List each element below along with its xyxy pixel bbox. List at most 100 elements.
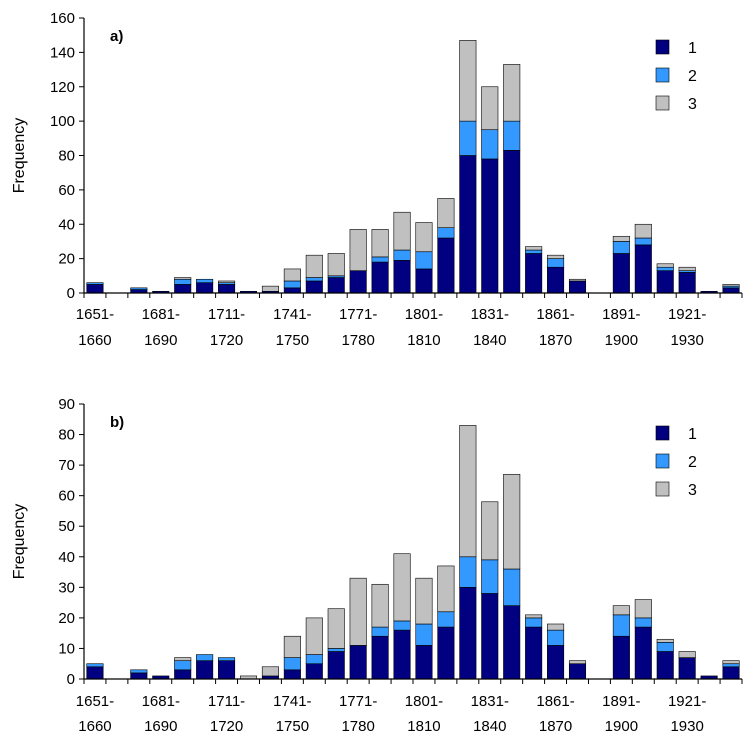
- y-tick-label: 70: [58, 457, 75, 474]
- x-tick-label-top: 1771-: [339, 306, 377, 323]
- bar-segment-series-1-1791-1800: [393, 260, 411, 294]
- bar-segment-series-1-1871-1880: [568, 663, 587, 680]
- bar-segment-series-3-1771-1780: [349, 229, 367, 271]
- bar-segment-series-1-1671-1680: [130, 672, 148, 680]
- bar-segment-series-1-1821-1830: [459, 155, 477, 294]
- legend-label-1: 1: [688, 426, 697, 443]
- bar-segment-series-2-1941-1950: [722, 663, 740, 668]
- x-tick-label-top: 1711-: [208, 306, 245, 323]
- y-tick-label: 90: [58, 396, 75, 413]
- bar-segment-series-2-1811-1820: [437, 227, 455, 239]
- bar-segment-series-1-1841-1850: [503, 150, 521, 294]
- legend-swatch-3: [655, 95, 670, 111]
- bar-segment-series-3-1921-1930: [678, 266, 696, 271]
- x-tick-label-bottom: 1720: [210, 718, 243, 735]
- bar-segment-series-1-1941-1950: [722, 666, 740, 680]
- x-tick-label-bottom: 1840: [473, 332, 506, 349]
- bar-segment-series-2-1831-1840: [481, 129, 499, 160]
- bar-segment-series-2-1831-1840: [481, 559, 499, 594]
- bar-segment-series-3-1821-1830: [459, 40, 477, 122]
- bar-segment-series-1-1911-1920: [656, 270, 674, 294]
- bar-segment-series-2-1901-1910: [634, 617, 652, 628]
- bar-segment-series-1-1871-1880: [568, 280, 587, 294]
- bar-segment-series-2-1711-1720: [218, 657, 236, 661]
- bar-segment-series-3-1871-1880: [568, 278, 587, 282]
- bar-segment-series-3-1781-1790: [371, 229, 389, 258]
- bar-segment-series-1-1691-1700: [174, 669, 192, 680]
- bar-segment-series-3-1841-1850: [503, 64, 521, 122]
- bar-segment-series-2-1701-1710: [196, 654, 214, 661]
- bar-segment-series-1-1901-1910: [634, 244, 652, 294]
- bar-segment-series-2-1851-1860: [525, 249, 543, 254]
- bar-segment-series-3-1811-1820: [437, 198, 455, 228]
- x-tick-label-top: 1861-: [536, 306, 574, 323]
- bar-segment-series-2-1741-1750: [283, 280, 301, 289]
- bar-segment-series-3-1821-1830: [459, 425, 477, 558]
- legend-label-3: 3: [688, 96, 697, 113]
- bar-segment-series-3-1741-1750: [283, 268, 301, 282]
- bar-segment-series-1-1701-1710: [196, 282, 214, 294]
- bar-segment-series-3-1841-1850: [503, 473, 521, 570]
- x-tick-label-bottom: 1930: [670, 718, 703, 735]
- bar-segment-series-3-1861-1870: [547, 623, 565, 631]
- bar-segment-series-1-1851-1860: [525, 253, 543, 294]
- bar-segment-series-3-1771-1780: [349, 577, 367, 646]
- bar-segment-series-1-1921-1930: [678, 272, 696, 294]
- y-tick-label: 10: [58, 640, 75, 657]
- bar-segment-series-2-1781-1790: [371, 626, 389, 637]
- bar-segment-series-3-1831-1840: [481, 501, 499, 561]
- legend-label-3: 3: [688, 482, 697, 499]
- bar-segment-series-1-1771-1780: [349, 270, 367, 294]
- bar-segment-series-3-1711-1720: [218, 280, 236, 283]
- bar-segment-series-1-1771-1780: [349, 645, 367, 680]
- x-tick-label-bottom: 1870: [539, 718, 572, 735]
- bar-segment-series-3-1761-1770: [327, 253, 345, 277]
- x-tick-label-top: 1681-: [142, 693, 180, 710]
- bar-segment-series-1-1711-1720: [218, 660, 236, 680]
- bar-segment-series-3-1731-1740: [261, 285, 279, 292]
- bar-segment-series-1-1651-1660: [86, 666, 104, 680]
- x-tick-label-top: 1741-: [273, 306, 311, 323]
- x-tick-label-top: 1861-: [536, 693, 574, 710]
- bar-segment-series-1-1751-1760: [305, 663, 323, 680]
- bar-segment-series-1-1761-1770: [327, 651, 345, 680]
- bar-segment-series-1-1891-1900: [612, 635, 630, 680]
- bar-segment-series-3-1901-1910: [634, 599, 652, 619]
- bar-segment-series-3-1791-1800: [393, 211, 411, 251]
- bar-segment-series-2-1891-1900: [612, 614, 630, 637]
- y-tick-label: 0: [67, 671, 75, 688]
- x-tick-label-bottom: 1810: [407, 332, 440, 349]
- bar-segment-series-1-1841-1850: [503, 605, 521, 680]
- x-tick-label-bottom: 1840: [473, 718, 506, 735]
- x-tick-label-top: 1801-: [405, 306, 443, 323]
- bar-segment-series-3-1851-1860: [525, 614, 543, 619]
- bar-segment-series-1-1891-1900: [612, 253, 630, 294]
- x-tick-label-top: 1771-: [339, 693, 377, 710]
- y-tick-label: 80: [58, 148, 75, 165]
- panel-label: b): [110, 414, 124, 431]
- y-tick-label: 40: [58, 216, 75, 233]
- bar-segment-series-2-1911-1920: [656, 642, 674, 652]
- bar-segment-series-2-1701-1710: [196, 278, 214, 283]
- x-tick-label-bottom: 1870: [539, 332, 572, 349]
- bar-segment-series-2-1841-1850: [503, 120, 521, 151]
- bar-segment-series-3-1801-1810: [415, 222, 433, 253]
- bar-segment-series-2-1911-1920: [656, 266, 674, 271]
- bar-segment-series-3-1691-1700: [174, 277, 192, 280]
- panel-a: 0 20 40 60 80 100 120 140 160 1651- 1660 1681- 1690 1…: [11, 10, 743, 349]
- bar-segment-series-2-1801-1810: [415, 251, 433, 270]
- bar-segment-series-3-1781-1790: [371, 583, 389, 628]
- bar-segment-series-1-1821-1830: [459, 587, 477, 680]
- bar-segment-series-2-1651-1660: [86, 663, 104, 668]
- bar-segment-series-3-1941-1950: [722, 660, 740, 665]
- bar-segment-series-3-1871-1880: [568, 660, 587, 665]
- x-tick-label-top: 1831-: [471, 306, 509, 323]
- bar-segment-series-2-1651-1660: [86, 282, 104, 285]
- bar-segment-series-1-1751-1760: [305, 280, 323, 294]
- bar-segment-series-1-1691-1700: [174, 284, 192, 294]
- bar-segment-series-2-1851-1860: [525, 617, 543, 628]
- legend-label-2: 2: [688, 68, 697, 85]
- bar-segment-series-3-1941-1950: [722, 284, 740, 287]
- bars: [86, 40, 740, 294]
- bar-segment-series-3-1911-1920: [656, 263, 674, 268]
